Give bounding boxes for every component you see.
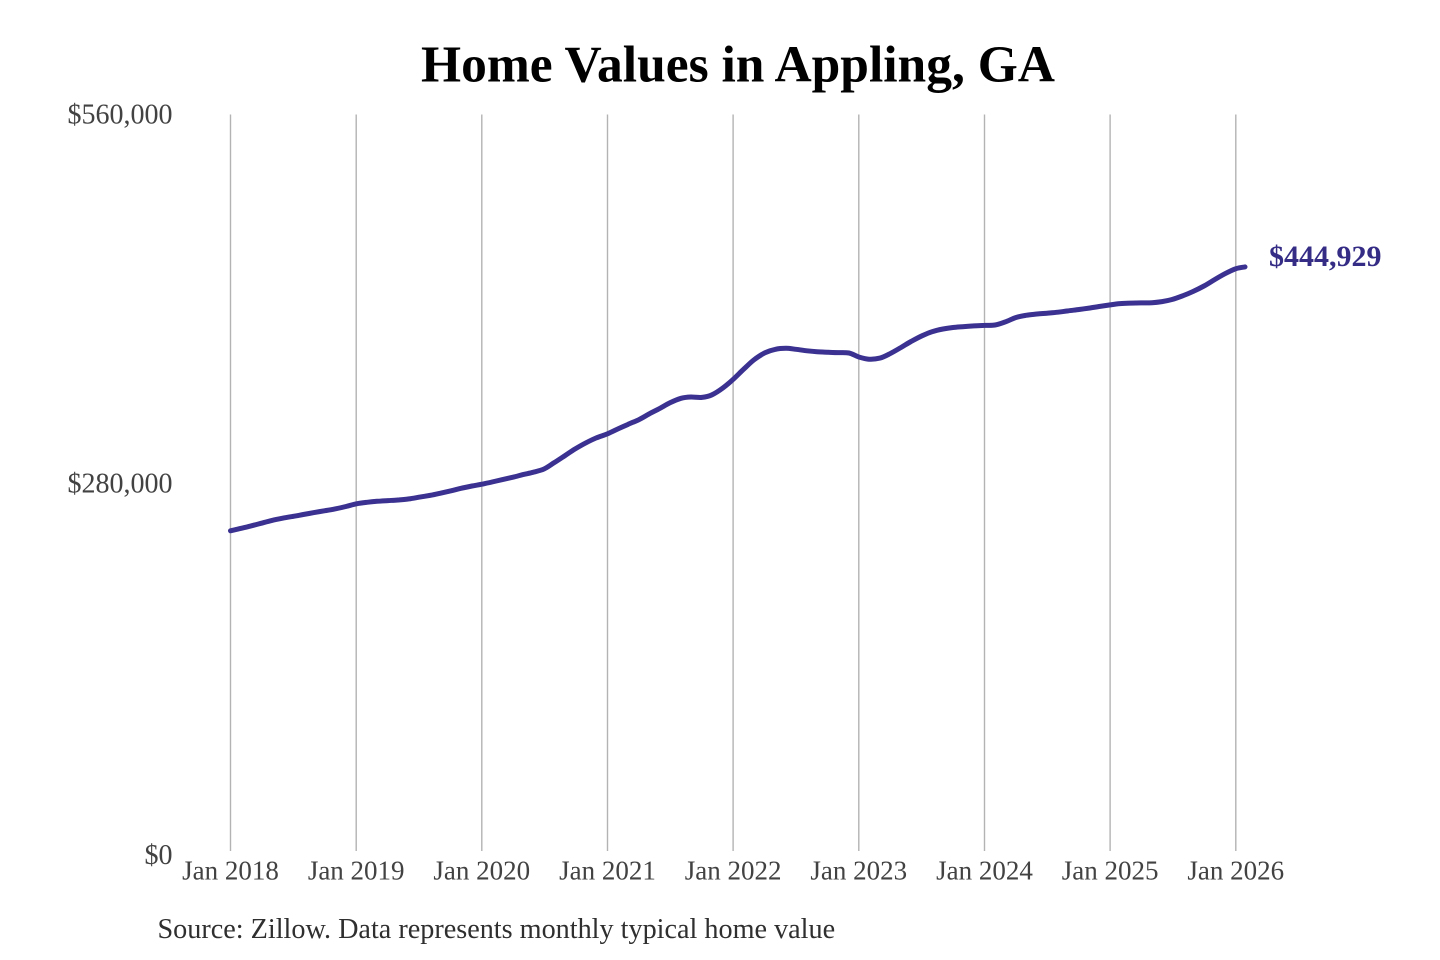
svg-text:Jan 2025: Jan 2025: [1062, 856, 1159, 886]
svg-text:Source: Zillow. Data represent: Source: Zillow. Data represents monthly …: [158, 914, 836, 945]
svg-text:Jan 2019: Jan 2019: [308, 856, 405, 886]
svg-text:Jan 2022: Jan 2022: [685, 856, 782, 886]
svg-text:$444,929: $444,929: [1269, 240, 1382, 273]
svg-text:Jan 2024: Jan 2024: [936, 856, 1033, 886]
svg-text:Jan 2023: Jan 2023: [810, 856, 907, 886]
svg-text:$0: $0: [145, 840, 173, 871]
svg-text:Jan 2021: Jan 2021: [559, 856, 656, 886]
svg-text:Jan 2026: Jan 2026: [1187, 856, 1284, 886]
svg-text:$280,000: $280,000: [68, 469, 173, 500]
svg-text:Jan 2018: Jan 2018: [182, 856, 279, 886]
svg-text:Home Values in Appling, GA: Home Values in Appling, GA: [421, 37, 1055, 94]
svg-text:Jan 2020: Jan 2020: [433, 856, 530, 886]
svg-text:$560,000: $560,000: [68, 100, 173, 131]
